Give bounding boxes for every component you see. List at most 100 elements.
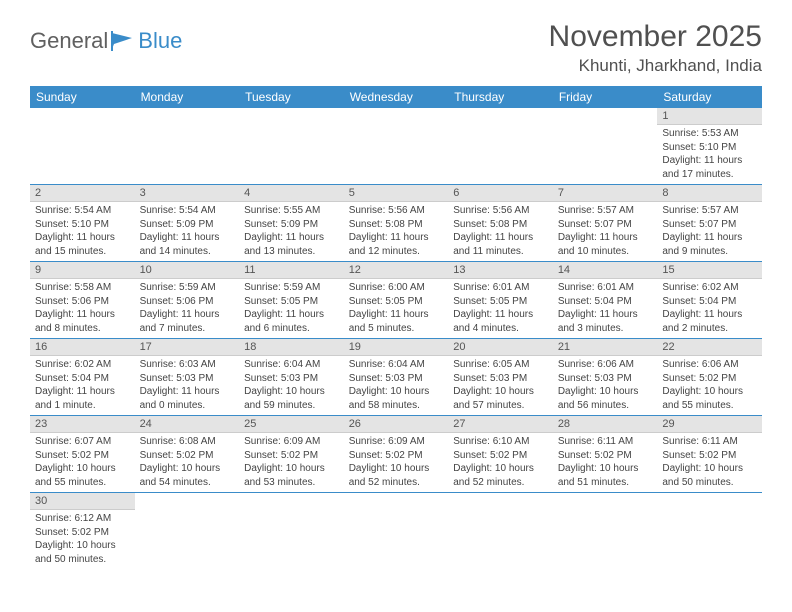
calendar-cell: 12Sunrise: 6:00 AMSunset: 5:05 PMDayligh… xyxy=(344,262,449,339)
calendar-cell: 8Sunrise: 5:57 AMSunset: 5:07 PMDaylight… xyxy=(657,185,762,262)
calendar-cell: 29Sunrise: 6:11 AMSunset: 5:02 PMDayligh… xyxy=(657,416,762,493)
day-number: 26 xyxy=(344,416,449,433)
calendar-cell: 17Sunrise: 6:03 AMSunset: 5:03 PMDayligh… xyxy=(135,339,240,416)
day-number: 14 xyxy=(553,262,658,279)
calendar-cell-empty xyxy=(239,108,344,185)
day-info: Sunrise: 5:53 AMSunset: 5:10 PMDaylight:… xyxy=(657,125,762,184)
day-number: 3 xyxy=(135,185,240,202)
day-info: Sunrise: 6:01 AMSunset: 5:05 PMDaylight:… xyxy=(448,279,553,338)
calendar-cell-empty xyxy=(344,108,449,185)
day-number: 2 xyxy=(30,185,135,202)
calendar-row: 16Sunrise: 6:02 AMSunset: 5:04 PMDayligh… xyxy=(30,339,762,416)
month-title: November 2025 xyxy=(549,20,762,54)
weekday-header: Sunday xyxy=(30,86,135,108)
day-info: Sunrise: 6:00 AMSunset: 5:05 PMDaylight:… xyxy=(344,279,449,338)
day-number: 5 xyxy=(344,185,449,202)
day-info: Sunrise: 6:08 AMSunset: 5:02 PMDaylight:… xyxy=(135,433,240,492)
day-info: Sunrise: 6:06 AMSunset: 5:02 PMDaylight:… xyxy=(657,356,762,415)
day-number: 22 xyxy=(657,339,762,356)
day-number: 27 xyxy=(448,416,553,433)
day-number: 11 xyxy=(239,262,344,279)
day-info: Sunrise: 5:55 AMSunset: 5:09 PMDaylight:… xyxy=(239,202,344,261)
day-info: Sunrise: 6:11 AMSunset: 5:02 PMDaylight:… xyxy=(657,433,762,492)
calendar-cell: 2Sunrise: 5:54 AMSunset: 5:10 PMDaylight… xyxy=(30,185,135,262)
day-number: 9 xyxy=(30,262,135,279)
calendar-cell: 13Sunrise: 6:01 AMSunset: 5:05 PMDayligh… xyxy=(448,262,553,339)
day-number: 29 xyxy=(657,416,762,433)
calendar-cell: 22Sunrise: 6:06 AMSunset: 5:02 PMDayligh… xyxy=(657,339,762,416)
day-info: Sunrise: 6:06 AMSunset: 5:03 PMDaylight:… xyxy=(553,356,658,415)
calendar-cell-empty xyxy=(344,493,449,570)
location: Khunti, Jharkhand, India xyxy=(549,56,762,76)
day-info: Sunrise: 5:58 AMSunset: 5:06 PMDaylight:… xyxy=(30,279,135,338)
calendar-row: 23Sunrise: 6:07 AMSunset: 5:02 PMDayligh… xyxy=(30,416,762,493)
calendar-row: 30Sunrise: 6:12 AMSunset: 5:02 PMDayligh… xyxy=(30,493,762,570)
day-number: 7 xyxy=(553,185,658,202)
day-info: Sunrise: 5:56 AMSunset: 5:08 PMDaylight:… xyxy=(344,202,449,261)
calendar-cell-empty xyxy=(448,108,553,185)
calendar-cell: 25Sunrise: 6:09 AMSunset: 5:02 PMDayligh… xyxy=(239,416,344,493)
day-number: 8 xyxy=(657,185,762,202)
calendar-cell-empty xyxy=(135,108,240,185)
calendar-body: 1Sunrise: 5:53 AMSunset: 5:10 PMDaylight… xyxy=(30,108,762,569)
day-number: 13 xyxy=(448,262,553,279)
weekday-header: Thursday xyxy=(448,86,553,108)
calendar-cell: 15Sunrise: 6:02 AMSunset: 5:04 PMDayligh… xyxy=(657,262,762,339)
day-number: 24 xyxy=(135,416,240,433)
day-number: 21 xyxy=(553,339,658,356)
calendar-cell: 6Sunrise: 5:56 AMSunset: 5:08 PMDaylight… xyxy=(448,185,553,262)
day-number: 16 xyxy=(30,339,135,356)
day-number: 30 xyxy=(30,493,135,510)
day-info: Sunrise: 6:05 AMSunset: 5:03 PMDaylight:… xyxy=(448,356,553,415)
weekday-header: Saturday xyxy=(657,86,762,108)
calendar-cell-empty xyxy=(553,493,658,570)
calendar-row: 9Sunrise: 5:58 AMSunset: 5:06 PMDaylight… xyxy=(30,262,762,339)
calendar-cell: 18Sunrise: 6:04 AMSunset: 5:03 PMDayligh… xyxy=(239,339,344,416)
calendar-cell-empty xyxy=(30,108,135,185)
day-number: 25 xyxy=(239,416,344,433)
day-info: Sunrise: 5:57 AMSunset: 5:07 PMDaylight:… xyxy=(553,202,658,261)
calendar-cell: 7Sunrise: 5:57 AMSunset: 5:07 PMDaylight… xyxy=(553,185,658,262)
calendar-cell-empty xyxy=(553,108,658,185)
logo-text-blue: Blue xyxy=(138,28,182,54)
calendar-cell: 24Sunrise: 6:08 AMSunset: 5:02 PMDayligh… xyxy=(135,416,240,493)
weekday-header: Monday xyxy=(135,86,240,108)
calendar-cell: 26Sunrise: 6:09 AMSunset: 5:02 PMDayligh… xyxy=(344,416,449,493)
calendar-cell: 1Sunrise: 5:53 AMSunset: 5:10 PMDaylight… xyxy=(657,108,762,185)
day-info: Sunrise: 5:54 AMSunset: 5:09 PMDaylight:… xyxy=(135,202,240,261)
calendar-row: 2Sunrise: 5:54 AMSunset: 5:10 PMDaylight… xyxy=(30,185,762,262)
calendar-cell: 5Sunrise: 5:56 AMSunset: 5:08 PMDaylight… xyxy=(344,185,449,262)
day-number: 17 xyxy=(135,339,240,356)
day-info: Sunrise: 6:02 AMSunset: 5:04 PMDaylight:… xyxy=(30,356,135,415)
calendar-cell-empty xyxy=(239,493,344,570)
day-number: 4 xyxy=(239,185,344,202)
day-info: Sunrise: 6:07 AMSunset: 5:02 PMDaylight:… xyxy=(30,433,135,492)
title-block: November 2025 Khunti, Jharkhand, India xyxy=(549,20,762,76)
day-info: Sunrise: 6:04 AMSunset: 5:03 PMDaylight:… xyxy=(344,356,449,415)
calendar-cell: 28Sunrise: 6:11 AMSunset: 5:02 PMDayligh… xyxy=(553,416,658,493)
day-info: Sunrise: 6:09 AMSunset: 5:02 PMDaylight:… xyxy=(239,433,344,492)
calendar-cell: 14Sunrise: 6:01 AMSunset: 5:04 PMDayligh… xyxy=(553,262,658,339)
day-info: Sunrise: 5:59 AMSunset: 5:05 PMDaylight:… xyxy=(239,279,344,338)
weekday-header: Wednesday xyxy=(344,86,449,108)
calendar-cell: 10Sunrise: 5:59 AMSunset: 5:06 PMDayligh… xyxy=(135,262,240,339)
calendar-cell: 4Sunrise: 5:55 AMSunset: 5:09 PMDaylight… xyxy=(239,185,344,262)
calendar-cell: 30Sunrise: 6:12 AMSunset: 5:02 PMDayligh… xyxy=(30,493,135,570)
calendar-cell: 3Sunrise: 5:54 AMSunset: 5:09 PMDaylight… xyxy=(135,185,240,262)
calendar-cell-empty xyxy=(448,493,553,570)
day-info: Sunrise: 6:03 AMSunset: 5:03 PMDaylight:… xyxy=(135,356,240,415)
weekday-header: Friday xyxy=(553,86,658,108)
calendar-cell: 16Sunrise: 6:02 AMSunset: 5:04 PMDayligh… xyxy=(30,339,135,416)
header: General Blue November 2025 Khunti, Jhark… xyxy=(30,20,762,76)
day-number: 19 xyxy=(344,339,449,356)
day-number: 15 xyxy=(657,262,762,279)
day-info: Sunrise: 5:59 AMSunset: 5:06 PMDaylight:… xyxy=(135,279,240,338)
calendar-cell: 9Sunrise: 5:58 AMSunset: 5:06 PMDaylight… xyxy=(30,262,135,339)
day-number: 10 xyxy=(135,262,240,279)
logo-text-general: General xyxy=(30,28,108,54)
day-info: Sunrise: 5:54 AMSunset: 5:10 PMDaylight:… xyxy=(30,202,135,261)
day-info: Sunrise: 6:12 AMSunset: 5:02 PMDaylight:… xyxy=(30,510,135,569)
day-number: 6 xyxy=(448,185,553,202)
calendar-cell: 11Sunrise: 5:59 AMSunset: 5:05 PMDayligh… xyxy=(239,262,344,339)
flag-icon xyxy=(110,31,136,51)
